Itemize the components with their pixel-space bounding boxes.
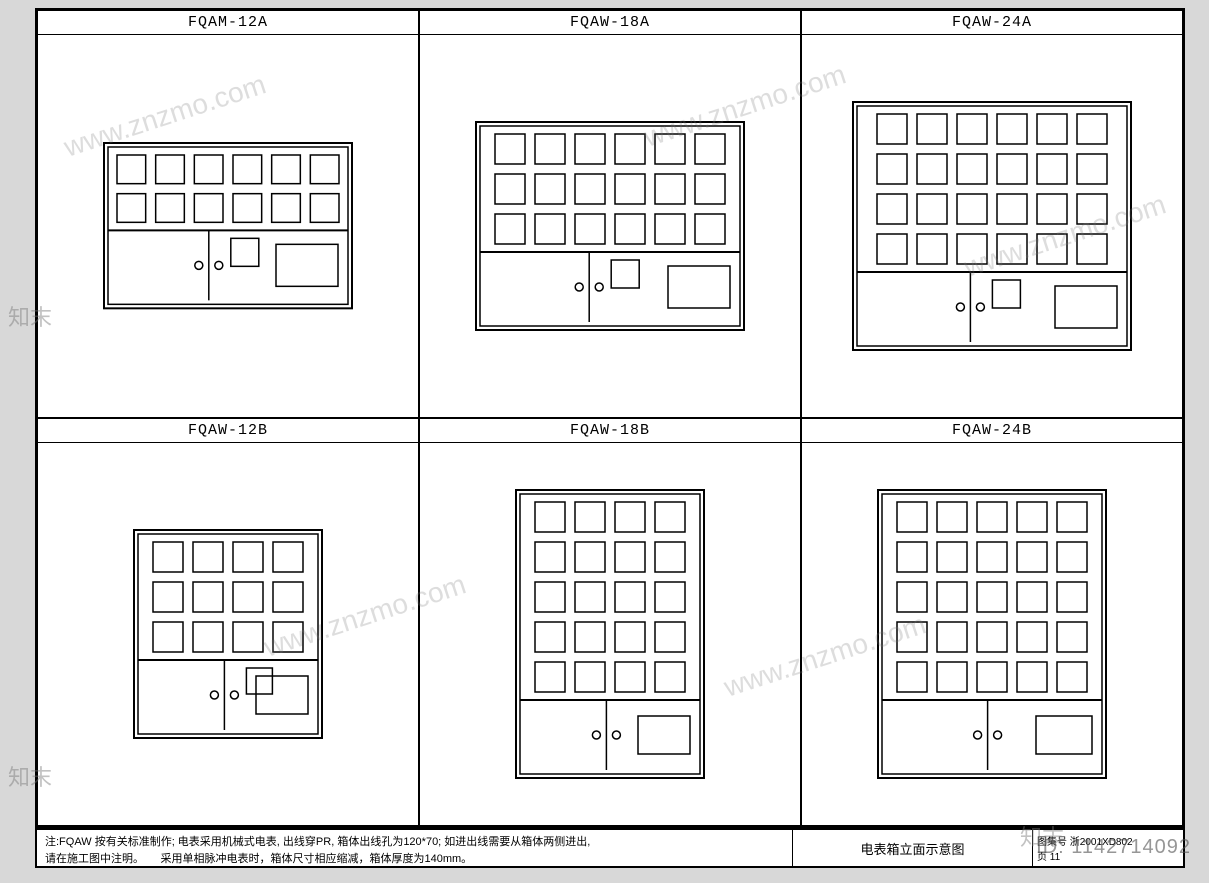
cabinet-wrap: [38, 35, 418, 417]
drawing-title: 电表箱立面示意图: [793, 830, 1033, 866]
cabinet-wrap: [420, 35, 800, 417]
cabinet-wrap: [802, 35, 1182, 417]
cell-title: FQAW-18B: [420, 419, 800, 443]
cell-title: FQAW-12B: [38, 419, 418, 443]
cabinet-diagram: [515, 489, 705, 779]
drawing-cell: FQAW-18B: [419, 418, 801, 826]
cabinet-diagram: [852, 101, 1132, 351]
drawing-sheet: FQAM-12AFQAW-18AFQAW-24A FQAW-12BFQAW-18B…: [35, 8, 1185, 828]
drawing-grid: FQAM-12AFQAW-18AFQAW-24A FQAW-12BFQAW-18B…: [37, 10, 1183, 826]
drawing-cell: FQAW-12B: [37, 418, 419, 826]
cabinet-wrap: [802, 443, 1182, 825]
footer-note-line2: 请在施工图中注明。 采用单相脉冲电表时，箱体尺寸相应缩减，箱体厚度为140mm。: [45, 851, 784, 868]
cell-title: FQAW-24B: [802, 419, 1182, 443]
title-block: 注:FQAW 按有关标准制作; 电表采用机械式电表, 出线穿PR, 箱体出线孔为…: [35, 828, 1185, 868]
drawing-cell: FQAW-18A: [419, 10, 801, 418]
cabinet-wrap: [38, 443, 418, 825]
drawing-cell: FQAW-24B: [801, 418, 1183, 826]
drawing-cell: FQAM-12A: [37, 10, 419, 418]
footer-note: 注:FQAW 按有关标准制作; 电表采用机械式电表, 出线穿PR, 箱体出线孔为…: [37, 830, 793, 866]
cabinet-diagram: [475, 121, 745, 331]
cell-title: FQAM-12A: [38, 11, 418, 35]
cabinet-diagram: [133, 529, 323, 739]
cabinet-wrap: [420, 443, 800, 825]
id-overlay: ID: 1142714092: [1036, 836, 1191, 859]
cabinet-diagram: [877, 489, 1107, 779]
cell-title: FQAW-24A: [802, 11, 1182, 35]
cell-title: FQAW-18A: [420, 11, 800, 35]
footer-note-line1: 注:FQAW 按有关标准制作; 电表采用机械式电表, 出线穿PR, 箱体出线孔为…: [45, 834, 784, 851]
drawing-cell: FQAW-24A: [801, 10, 1183, 418]
cabinet-diagram: [103, 142, 353, 309]
